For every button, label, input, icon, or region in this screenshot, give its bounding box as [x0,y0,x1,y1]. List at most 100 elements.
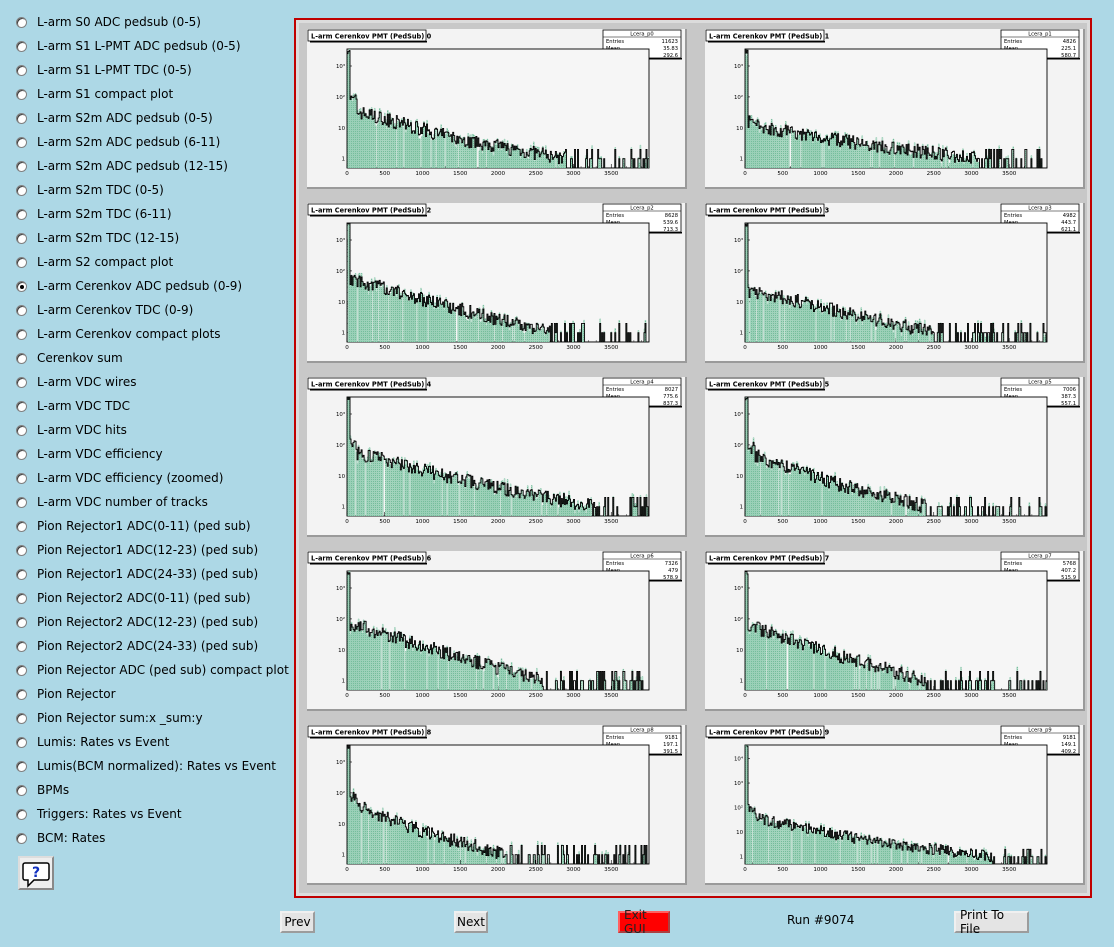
radio-item[interactable]: L-arm VDC number of tracks [16,491,208,513]
radio-button[interactable] [16,160,27,172]
radio-button[interactable] [16,712,27,724]
x-tick-label: 0 [345,693,349,699]
radio-button-selected[interactable] [16,280,27,292]
y-tick-label: 10² [734,442,743,449]
radio-button[interactable] [16,256,27,268]
radio-label: Pion Rejector sum:x _sum:y [37,711,203,725]
stats-label: Entries [606,387,624,393]
radio-button[interactable] [16,112,27,124]
radio-button[interactable] [16,448,27,460]
radio-button[interactable] [16,400,27,412]
help-button[interactable]: ? [18,856,54,890]
radio-item[interactable]: L-arm VDC TDC [16,395,130,417]
radio-item[interactable]: BCM: Rates [16,827,105,849]
radio-button[interactable] [16,40,27,52]
x-tick-label: 2500 [927,345,942,351]
radio-item[interactable]: L-arm VDC efficiency (zoomed) [16,467,223,489]
radio-button[interactable] [16,472,27,484]
radio-item[interactable]: L-arm S2m TDC (0-5) [16,179,164,201]
radio-item[interactable]: Pion Rejector [16,683,116,705]
y-tick-label: 1 [342,331,345,337]
radio-button[interactable] [16,640,27,652]
radio-item[interactable]: BPMs [16,779,69,801]
radio-button[interactable] [16,664,27,676]
radio-item[interactable]: Pion Rejector1 ADC(12-23) (ped sub) [16,539,258,561]
radio-item[interactable]: L-arm S2m ADC pedsub (6-11) [16,131,220,153]
radio-button[interactable] [16,544,27,556]
radio-item[interactable]: Triggers: Rates vs Event [16,803,182,825]
y-tick-label: 10 [736,830,743,836]
radio-button[interactable] [16,616,27,628]
y-tick-label: 10³ [734,411,743,418]
stats-name: Lcera_p9 [1028,728,1051,734]
radio-item[interactable]: L-arm S2m ADC pedsub (12-15) [16,155,228,177]
radio-item[interactable]: L-arm S1 compact plot [16,83,173,105]
x-tick-label: 1000 [415,345,430,351]
radio-button[interactable] [16,376,27,388]
radio-item[interactable]: Lumis(BCM normalized): Rates vs Event [16,755,276,777]
radio-item[interactable]: Cerenkov sum [16,347,123,369]
radio-button[interactable] [16,16,27,28]
radio-item[interactable]: Pion Rejector1 ADC(24-33) (ped sub) [16,563,258,585]
y-tick-label: 10² [336,442,345,449]
x-tick-label: 0 [743,345,747,351]
radio-button[interactable] [16,232,27,244]
radio-button[interactable] [16,496,27,508]
stats-value: 515.9 [1061,575,1076,581]
radio-item[interactable]: Pion Rejector2 ADC(12-23) (ped sub) [16,611,258,633]
radio-label: L-arm VDC hits [37,423,127,437]
radio-item[interactable]: Pion Rejector1 ADC(0-11) (ped sub) [16,515,251,537]
x-tick-label: 2000 [491,345,506,351]
y-tick-label: 10 [338,648,345,654]
x-tick-label: 0 [345,867,349,873]
radio-label: Cerenkov sum [37,351,123,365]
radio-item[interactable]: L-arm S0 ADC pedsub (0-5) [16,11,201,33]
radio-item[interactable]: Pion Rejector sum:x _sum:y [16,707,203,729]
stats-value: 391.5 [663,749,678,755]
radio-button[interactable] [16,424,27,436]
radio-item[interactable]: L-arm S2m TDC (6-11) [16,203,172,225]
radio-button[interactable] [16,520,27,532]
radio-button[interactable] [16,88,27,100]
next-button[interactable]: Next [454,911,488,933]
radio-item[interactable]: L-arm Cerenkov compact plots [16,323,221,345]
radio-item[interactable]: L-arm S2m ADC pedsub (0-5) [16,107,213,129]
radio-item[interactable]: L-arm VDC hits [16,419,127,441]
y-tick-label: 1 [342,157,345,163]
radio-label: Pion Rejector1 ADC(0-11) (ped sub) [37,519,251,533]
prev-button[interactable]: Prev [280,911,315,933]
radio-item[interactable]: L-arm S1 L-PMT ADC pedsub (0-5) [16,35,241,57]
radio-button[interactable] [16,808,27,820]
histogram-chart: L-arm Cerenkov PMT (PedSub) 4 Lcera_p4 Ent… [307,377,682,525]
radio-button[interactable] [16,328,27,340]
radio-button[interactable] [16,304,27,316]
radio-button[interactable] [16,760,27,772]
radio-item[interactable]: L-arm S1 L-PMT TDC (0-5) [16,59,192,81]
radio-item[interactable]: Pion Rejector ADC (ped sub) compact plot [16,659,289,681]
radio-item[interactable]: L-arm Cerenkov TDC (0-9) [16,299,193,321]
radio-button[interactable] [16,184,27,196]
exit-gui-button[interactable]: Exit GUI [618,908,670,936]
radio-item[interactable]: L-arm VDC wires [16,371,136,393]
radio-button[interactable] [16,352,27,364]
radio-item[interactable]: Lumis: Rates vs Event [16,731,169,753]
radio-label: Lumis: Rates vs Event [37,735,170,749]
radio-item[interactable]: L-arm S2 compact plot [16,251,173,273]
radio-item[interactable]: L-arm VDC efficiency [16,443,163,465]
y-tick-label: 10³ [336,759,345,766]
radio-item[interactable]: L-arm Cerenkov ADC pedsub (0-9) [16,275,242,297]
print-to-file-button[interactable]: Print To File [954,908,1029,936]
radio-button[interactable] [16,784,27,796]
radio-button[interactable] [16,832,27,844]
radio-button[interactable] [16,208,27,220]
radio-button[interactable] [16,736,27,748]
x-tick-label: 2500 [927,171,942,177]
radio-item[interactable]: Pion Rejector2 ADC(24-33) (ped sub) [16,635,258,657]
radio-button[interactable] [16,64,27,76]
radio-button[interactable] [16,688,27,700]
radio-button[interactable] [16,592,27,604]
radio-item[interactable]: Pion Rejector2 ADC(0-11) (ped sub) [16,587,251,609]
radio-button[interactable] [16,136,27,148]
radio-item[interactable]: L-arm S2m TDC (12-15) [16,227,179,249]
radio-button[interactable] [16,568,27,580]
